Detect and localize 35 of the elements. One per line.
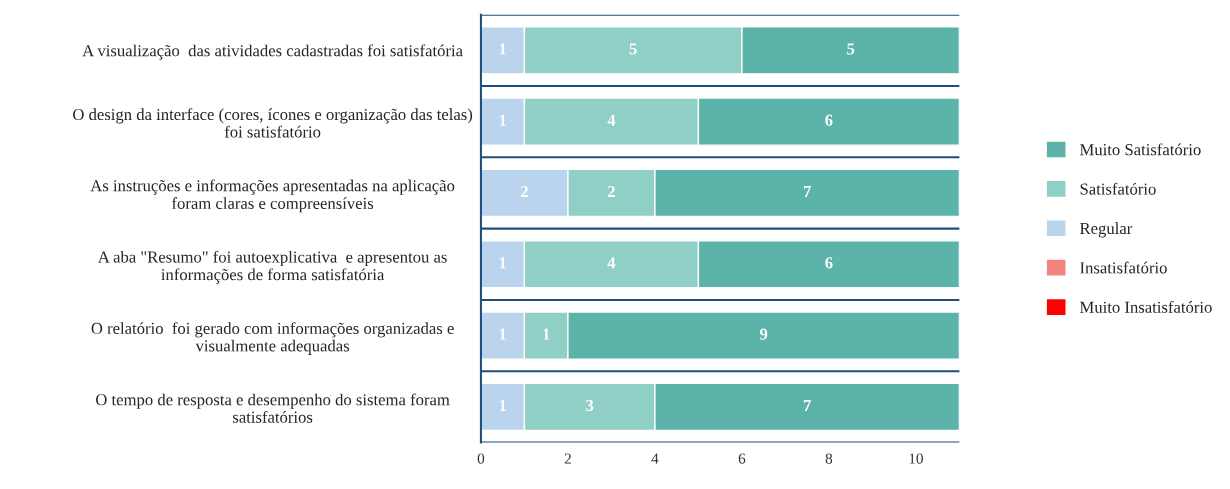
- legend-label: Regular: [1079, 222, 1133, 238]
- data-label: 3: [586, 399, 594, 412]
- x-tick-label: 2: [564, 453, 571, 464]
- y-tick-label: O design da interface (cores, ícones e organização das telas) foi satisfatório: [73, 108, 473, 138]
- data-label: 2: [607, 185, 615, 197]
- data-label: 1: [499, 328, 506, 340]
- y-tick-label: As instruções e informações apresentadas na aplicação foram claras e compreensíveis: [90, 179, 455, 213]
- data-label: 5: [629, 43, 637, 55]
- x-tick-label: 8: [825, 453, 833, 464]
- y-tick-label: O relatório foi gerado com informações organizadas e visualmente adequadas: [91, 322, 454, 355]
- data-label: 1: [499, 114, 506, 126]
- data-label: 4: [607, 257, 616, 269]
- data-label: 1: [499, 43, 506, 55]
- legend-label: Muito Satisfatório: [1079, 143, 1201, 156]
- x-tick-label: 0: [477, 453, 485, 464]
- data-label: 7: [803, 399, 811, 411]
- legend-label: Satisfatório: [1080, 182, 1156, 195]
- data-label: 1: [543, 328, 550, 340]
- data-label: 7: [803, 186, 811, 197]
- y-tick-label: A visualização das atividades cadastradas foi satisfatória: [82, 44, 463, 60]
- x-tick-label: 4: [651, 453, 659, 464]
- data-label: 4: [607, 114, 616, 126]
- y-tick-label: O tempo de resposta e desempenho do sistema foram satisfatórios: [96, 393, 450, 423]
- data-label: 1: [499, 257, 506, 269]
- legend-label: Insatisfatório: [1080, 261, 1167, 274]
- y-tick-label: A aba "Resumo" foi autoexplicativa e apresentou as informações de forma satisfatória: [97, 250, 447, 284]
- data-label: 6: [825, 257, 833, 269]
- legend-label: Muito Insatisfatório: [1079, 300, 1212, 313]
- data-label: 9: [759, 328, 768, 340]
- x-tick-label: 6: [738, 453, 746, 464]
- data-label: 5: [847, 43, 855, 55]
- data-label: 2: [520, 185, 528, 197]
- data-label: 1: [499, 399, 506, 411]
- data-label: 6: [825, 114, 833, 126]
- x-tick-label: 10: [909, 453, 923, 464]
